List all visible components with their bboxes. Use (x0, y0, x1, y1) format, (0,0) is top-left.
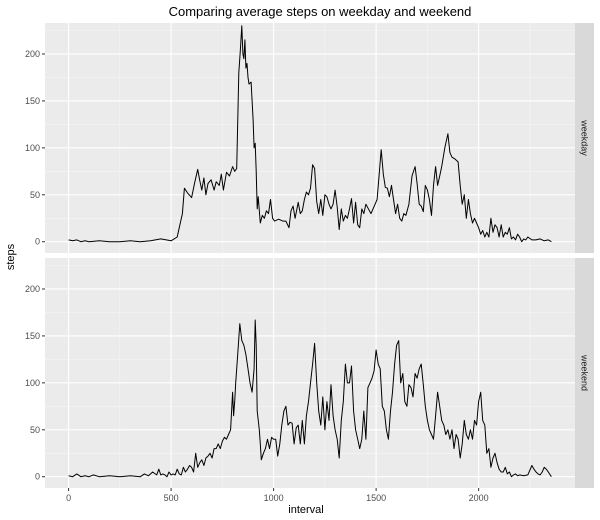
panel-background (45, 23, 575, 253)
y-tick-label: 150 (25, 331, 40, 341)
facet-panel-weekend: 0 50 100 150 200 weekend 0 500 1000 1500 2000 (25, 258, 594, 503)
x-tick-label: 0 (66, 493, 71, 503)
series-line-weekend (68, 319, 552, 478)
y-tick-label: 200 (25, 49, 40, 59)
x-tick-label: 500 (164, 493, 179, 503)
facet-strip (575, 23, 594, 253)
y-axis-title: steps (5, 243, 17, 270)
y-tick-label: 50 (30, 425, 40, 435)
x-tick-label: 1500 (366, 493, 386, 503)
y-tick-label: 150 (25, 96, 40, 106)
facet-strip-label: weekday (580, 119, 590, 156)
x-tick-label: 1000 (264, 493, 284, 503)
x-tick-label: 2000 (469, 493, 489, 503)
facet-panel-weekday: 0 50 100 150 200 weekday (25, 23, 594, 253)
chart-title: Comparing average steps on weekday and w… (169, 4, 472, 19)
x-axis-title: interval (288, 504, 323, 516)
y-tick-label: 100 (25, 378, 40, 388)
facet-strip-label: weekend (580, 354, 590, 391)
y-tick-label: 0 (35, 237, 40, 247)
y-tick-label: 200 (25, 284, 40, 294)
series-line-weekday (68, 25, 552, 243)
facet-panels: 0 50 100 150 200 weekday 0 50 100 150 200 weekend 0 5… (25, 23, 594, 503)
y-tick-label: 100 (25, 143, 40, 153)
y-tick-label: 50 (30, 190, 40, 200)
facet-strip (575, 258, 594, 488)
y-tick-label: 0 (35, 472, 40, 482)
